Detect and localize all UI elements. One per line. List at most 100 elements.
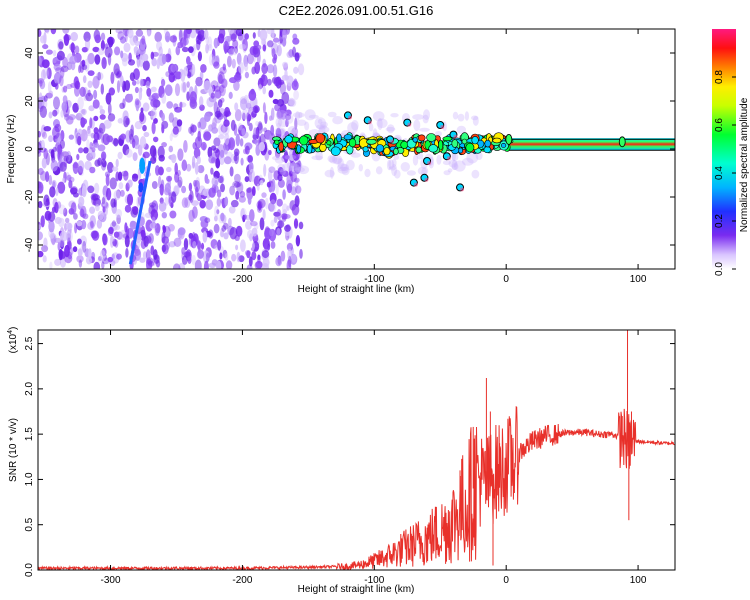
noise-blob: [190, 124, 197, 133]
noise-blob: [204, 217, 211, 223]
noise-blob: [72, 246, 78, 253]
noise-blob: [141, 53, 149, 62]
noise-blob: [238, 255, 245, 263]
noise-blob: [103, 119, 112, 129]
noise-blob: [214, 89, 222, 99]
noise-blob: [224, 196, 229, 207]
noise-blob: [262, 86, 267, 95]
noise-blob: [91, 146, 96, 153]
noise-blob: [38, 167, 44, 176]
halo-blob: [364, 168, 371, 178]
noise-blob: [194, 162, 199, 175]
noise-blob: [49, 233, 55, 239]
noise-blob: [246, 112, 250, 122]
noise-blob: [199, 216, 208, 222]
noise-blob: [220, 212, 225, 222]
noise-blob: [188, 46, 194, 53]
noise-blob: [45, 49, 53, 55]
noise-blob: [199, 117, 207, 130]
noise-blob: [218, 123, 226, 136]
noise-blob: [191, 63, 196, 76]
noise-blob: [233, 80, 240, 92]
noise-blob: [119, 229, 127, 241]
noise-blob: [157, 145, 165, 159]
noise-blob: [38, 130, 41, 138]
noise-blob: [195, 186, 199, 198]
streak-blob: [139, 157, 146, 174]
x-tick-label: -300: [101, 274, 121, 285]
halo-blob: [451, 160, 458, 171]
noise-blob: [132, 152, 138, 162]
noise-blob: [116, 253, 122, 260]
noise-blob: [203, 260, 209, 269]
noise-blob: [134, 98, 140, 106]
noise-blob: [242, 112, 246, 122]
halo-blob: [337, 163, 348, 172]
noise-blob: [78, 110, 86, 118]
noise-blob: [202, 231, 208, 243]
noise-blob: [131, 173, 139, 182]
noise-blob: [110, 71, 115, 84]
noise-blob: [188, 194, 193, 201]
noise-blob: [211, 176, 219, 187]
noise-blob: [241, 109, 248, 120]
noise-blob: [248, 256, 253, 267]
band-blob: [362, 146, 369, 153]
noise-blob: [70, 202, 77, 215]
noise-blob: [202, 250, 210, 264]
noise-blob: [91, 150, 96, 160]
noise-blob: [78, 196, 85, 207]
band-blob: [330, 146, 341, 156]
noise-blob: [164, 84, 173, 96]
noise-blob: [70, 188, 75, 195]
noise-blob: [276, 44, 282, 57]
halo-blob: [329, 166, 334, 179]
noise-blob: [236, 251, 241, 263]
noise-blob: [196, 249, 205, 260]
noise-blob: [93, 115, 99, 122]
y-tick-label: 40: [24, 47, 35, 59]
noise-blob: [267, 40, 274, 48]
noise-blob: [164, 241, 170, 251]
halo-blob: [332, 116, 343, 125]
y-tick-label: 2.0: [24, 381, 35, 395]
noise-blob: [150, 98, 158, 108]
noise-blob: [79, 208, 85, 218]
noise-blob: [266, 181, 271, 188]
halo-blob: [275, 117, 283, 128]
noise-blob: [63, 33, 70, 46]
noise-blob: [119, 102, 125, 110]
noise-blob: [234, 173, 241, 183]
noise-blob: [152, 51, 159, 57]
noise-blob: [175, 46, 181, 56]
noise-blob: [293, 90, 299, 100]
noise-blob: [41, 59, 50, 69]
halo-blob: [272, 156, 280, 161]
noise-blob: [118, 182, 124, 190]
noise-blob: [38, 55, 42, 66]
noise-blob: [181, 197, 189, 208]
noise-blob: [123, 170, 129, 181]
noise-blob: [196, 156, 201, 165]
halo-blob: [375, 166, 383, 175]
noise-blob: [101, 57, 107, 69]
noise-blob: [168, 72, 176, 83]
noise-blob: [183, 140, 188, 153]
noise-blob: [177, 148, 184, 161]
noise-blob: [122, 144, 130, 156]
noise-blob: [205, 178, 210, 184]
noise-blob: [260, 74, 268, 87]
noise-blob: [197, 130, 201, 142]
noise-blob: [105, 92, 112, 105]
noise-blob: [84, 134, 88, 141]
y-tick-label: 1.0: [24, 472, 35, 486]
noise-blob: [58, 217, 65, 228]
colorbar-tick-label: 0.4: [714, 166, 725, 180]
noise-blob: [196, 34, 203, 41]
colorbar-label: Normalized spectral amplitude: [739, 97, 750, 232]
noise-blob: [161, 112, 165, 122]
noise-blob: [219, 231, 224, 237]
noise-blob: [254, 106, 258, 114]
y-tick-label: 0.0: [24, 563, 35, 577]
noise-blob: [219, 149, 225, 158]
